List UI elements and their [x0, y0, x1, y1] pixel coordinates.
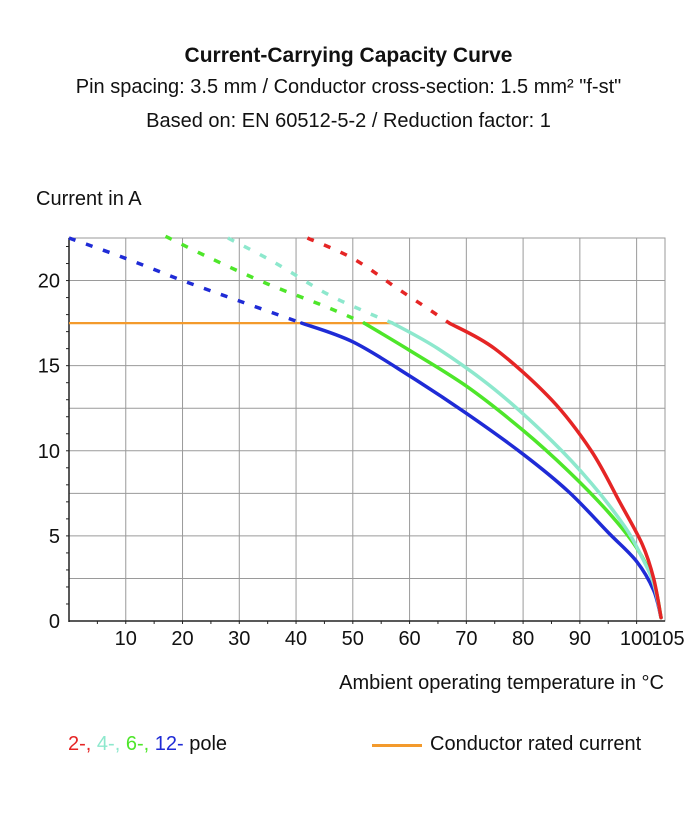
- series-4-pole-dashed: [227, 236, 394, 325]
- legend-pole-suffix: pole: [183, 733, 228, 755]
- x-tick-label: 60: [398, 628, 420, 650]
- y-tick-label: 20: [38, 271, 60, 293]
- legend-pole-2: 2-: [68, 733, 86, 755]
- chart-subtitle-1: Pin spacing: 3.5 mm / Conductor cross-se…: [75, 76, 622, 98]
- legend-rated-current-swatch: [372, 744, 422, 747]
- y-tick-label: 5: [49, 526, 60, 548]
- legend-pole-6: 6-: [125, 733, 144, 755]
- y-tick-label: 10: [38, 441, 60, 463]
- y-tick-label: 0: [49, 611, 60, 633]
- x-tick-label: 105: [651, 628, 684, 650]
- x-tick-label: 30: [228, 628, 250, 650]
- legend-pole-entries: 2-, 4-, 6-, 12- pole: [68, 733, 227, 756]
- legend-sep-1: ,: [85, 733, 97, 755]
- x-tick-label: 20: [171, 628, 193, 650]
- x-axis-label: Ambient operating temperature in °C: [339, 672, 664, 694]
- y-axis-label: Current in A: [36, 188, 142, 210]
- series-4-pole-line: [390, 321, 663, 620]
- series-6-pole-line: [362, 321, 663, 620]
- legend-sep-2: ,: [114, 733, 126, 755]
- legend-sep-3: ,: [143, 733, 155, 755]
- chart-subtitle-2: Based on: EN 60512-5-2 / Reduction facto…: [146, 110, 551, 132]
- legend-pole-4: 4-: [96, 733, 115, 755]
- series-6-pole-dashed: [164, 234, 365, 325]
- x-tick-label: 50: [342, 628, 364, 650]
- x-tick-label: 90: [569, 628, 591, 650]
- x-tick-label: 10: [115, 628, 137, 650]
- y-tick-label: 15: [38, 356, 60, 378]
- series-12-pole-dashed: [68, 236, 303, 325]
- x-tick-label: 70: [455, 628, 477, 650]
- series-2-pole-dashed: [306, 236, 451, 325]
- chart-title: Current-Carrying Capacity Curve: [184, 44, 513, 67]
- legend-rated-current-label: Conductor rated current: [430, 733, 642, 755]
- x-tick-label: 100: [620, 628, 653, 650]
- x-tick-label: 40: [285, 628, 307, 650]
- legend-pole-12: 12-: [154, 733, 184, 755]
- series-12-pole-line: [299, 321, 663, 620]
- x-tick-label: 80: [512, 628, 534, 650]
- series-2-pole-line: [447, 321, 663, 620]
